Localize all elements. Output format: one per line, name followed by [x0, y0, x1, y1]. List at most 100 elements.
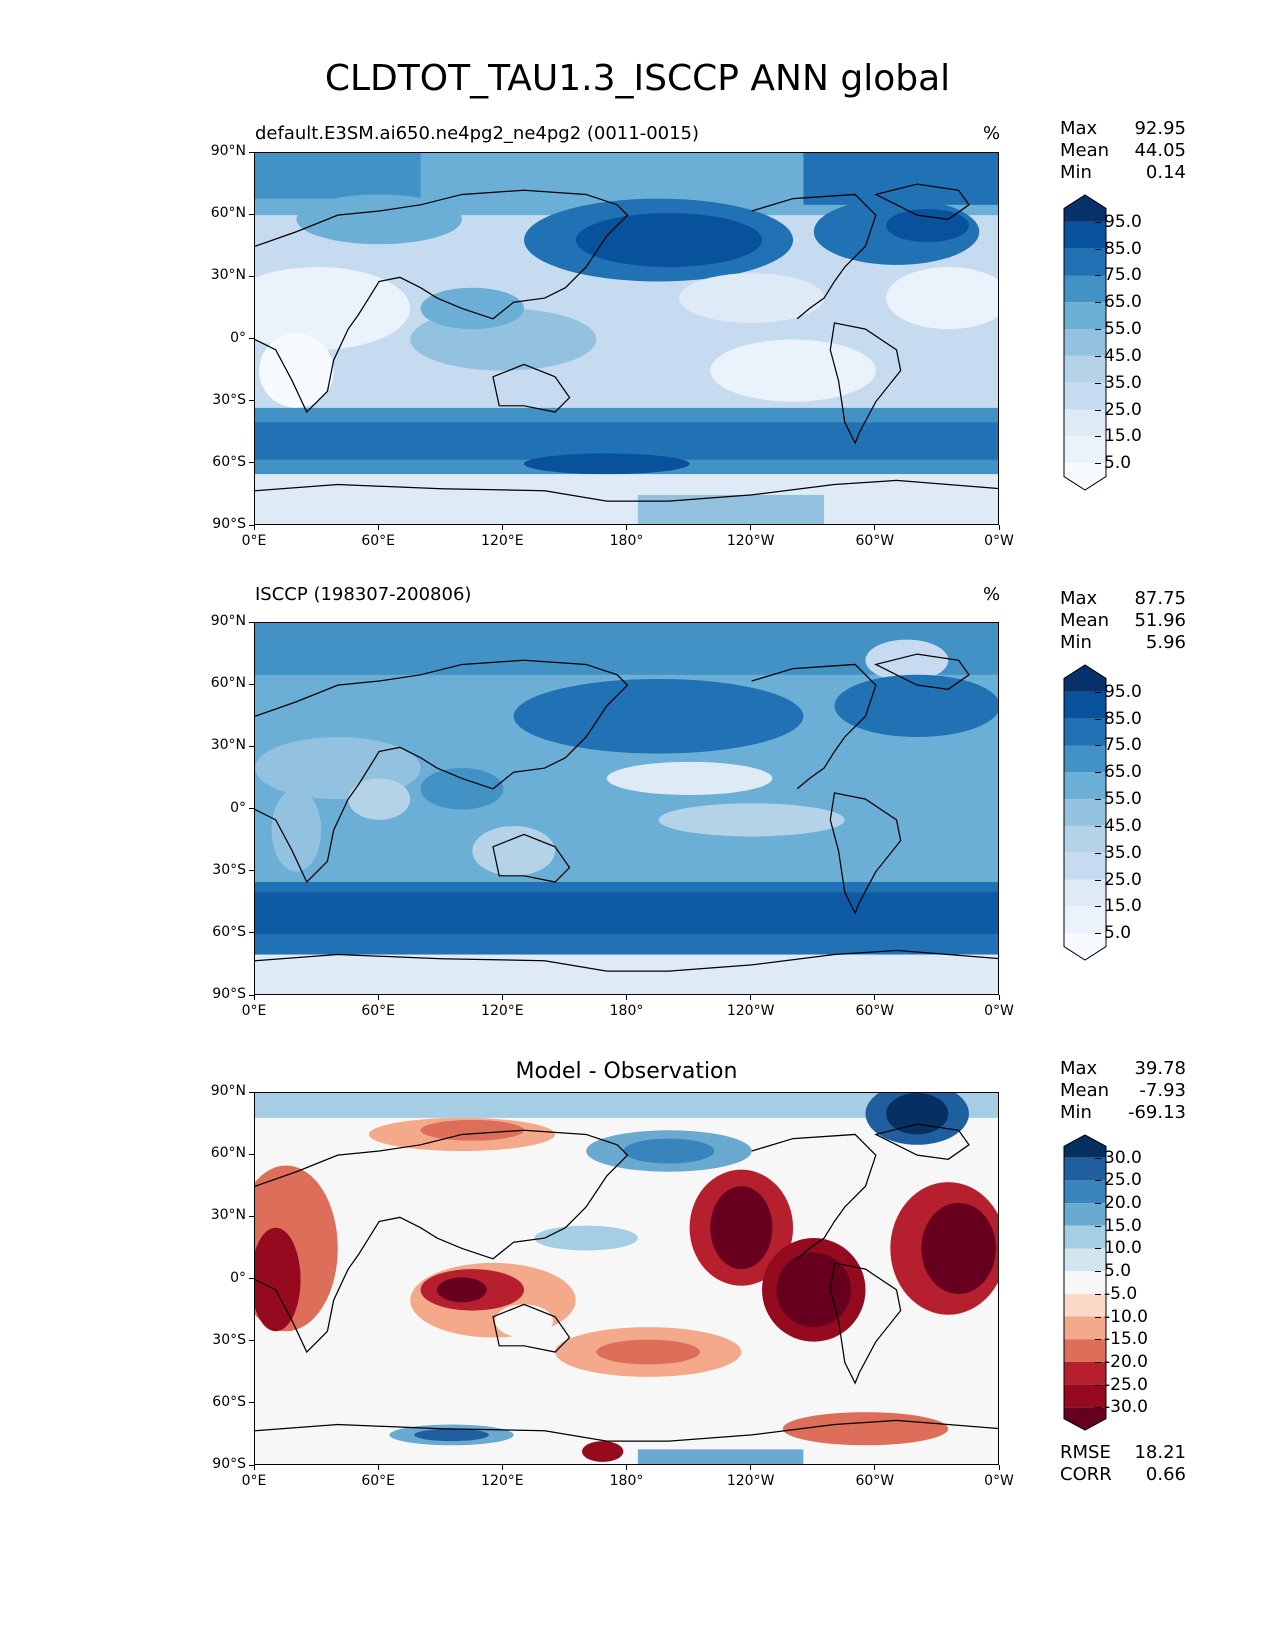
stat-value: 0.14 — [1145, 162, 1186, 183]
colorbar — [1063, 1134, 1107, 1431]
lat-tick-mark — [249, 621, 254, 623]
colorbar-tick — [1095, 1248, 1101, 1250]
colorbar-tick — [1095, 906, 1101, 908]
colorbar-segment — [1064, 852, 1106, 880]
panel-title: ISCCP (198307-200806) — [255, 584, 472, 605]
colorbar-tick — [1095, 745, 1101, 747]
lat-tick-label: 0° — [230, 1269, 246, 1286]
rmse-row: RMSE 18.21 — [1060, 1442, 1186, 1464]
corr-value: 0.66 — [1145, 1464, 1186, 1485]
colorbar-label: 55.0 — [1104, 789, 1142, 810]
colorbar-label: 85.0 — [1104, 708, 1142, 729]
colorbar-segment — [1064, 1293, 1106, 1317]
lat-tick-label: 90°S — [212, 516, 246, 532]
map-plot — [254, 622, 999, 995]
stat-value: -69.13 — [1127, 1102, 1186, 1123]
colorbar-tick — [1095, 302, 1101, 304]
lon-tick-label: 120°W — [726, 1003, 775, 1019]
lat-tick-mark — [249, 994, 254, 996]
colorbar-outline — [1063, 664, 1107, 961]
lat-tick-label: 90°N — [210, 143, 246, 159]
colorbar-tick — [1095, 221, 1101, 223]
colorbar-tick — [1095, 933, 1101, 935]
stat-label: Mean — [1060, 1080, 1110, 1101]
lon-tick-mark — [501, 995, 503, 1000]
stat-max: Max 87.75 — [1060, 588, 1186, 610]
stats-block: Max 87.75 Mean 51.96 Min 5.96 — [1060, 588, 1186, 654]
lat-tick-mark — [249, 338, 254, 339]
lat-tick-mark — [249, 1340, 254, 1342]
lat-tick-mark — [249, 1278, 254, 1279]
lon-tick-label: 60°W — [855, 533, 895, 549]
lon-tick-mark — [501, 1465, 503, 1470]
lat-tick-label: 0° — [230, 329, 246, 346]
stat-max: Max 39.78 — [1060, 1058, 1186, 1080]
colorbar-tick — [1095, 1316, 1101, 1318]
colorbar-tick — [1095, 879, 1101, 881]
lat-tick-mark — [249, 400, 254, 402]
colorbar-label: -10.0 — [1104, 1306, 1148, 1327]
lon-tick-mark — [377, 995, 379, 1000]
lon-tick-mark — [626, 525, 627, 530]
lon-tick-label: 60°E — [361, 1003, 395, 1019]
colorbar-segment — [1064, 745, 1106, 773]
lat-tick-mark — [249, 1215, 254, 1217]
stat-mean: Mean 51.96 — [1060, 610, 1186, 632]
lat-tick-label: 90°S — [212, 1456, 246, 1472]
stat-value: 39.78 — [1134, 1058, 1186, 1079]
colorbar-tick — [1095, 1180, 1101, 1182]
stat-value: 92.95 — [1134, 118, 1186, 139]
lon-tick-mark — [874, 995, 876, 1000]
colorbar-tick — [1095, 463, 1101, 465]
lon-tick-label: 180° — [609, 533, 644, 549]
stat-label: Min — [1060, 162, 1092, 183]
colorbar-segment — [1064, 436, 1106, 464]
colorbar-tick — [1095, 382, 1101, 384]
lon-tick-mark — [626, 995, 627, 1000]
lon-tick-label: 180° — [609, 1473, 644, 1489]
lon-tick-label: 120°E — [481, 1473, 524, 1489]
rmse-label: RMSE — [1060, 1442, 1111, 1463]
lon-tick-mark — [750, 995, 752, 1000]
panel-title: default.E3SM.ai650.ne4pg2_ne4pg2 (0011-0… — [255, 123, 700, 144]
colorbar-label: 65.0 — [1104, 762, 1142, 783]
colorbar-segment — [1064, 1248, 1106, 1272]
lon-tick-label: 60°W — [855, 1473, 895, 1489]
lat-tick-mark — [249, 870, 254, 872]
lat-tick-mark — [249, 1091, 254, 1093]
lon-tick-label: 0°E — [241, 533, 267, 549]
colorbar-label: 45.0 — [1104, 345, 1142, 366]
colorbar-label: 5.0 — [1104, 1261, 1132, 1282]
lat-tick-label: 30°S — [212, 861, 246, 878]
colorbar-segment — [1064, 329, 1106, 356]
colorbar-label: -15.0 — [1104, 1329, 1148, 1350]
lon-tick-mark — [377, 1465, 379, 1470]
colorbar — [1063, 194, 1107, 491]
lat-tick-mark — [249, 151, 254, 153]
units-label: % — [983, 584, 1001, 605]
colorbar-label: 45.0 — [1104, 815, 1142, 836]
lat-tick-label: 60°S — [212, 1393, 246, 1410]
stat-label: Mean — [1060, 140, 1110, 161]
colorbar-segment — [1064, 906, 1106, 934]
colorbar-segment — [1064, 1361, 1106, 1385]
stats-block: Max 92.95 Mean 44.05 Min 0.14 — [1060, 118, 1186, 184]
corr-label: CORR — [1060, 1464, 1112, 1485]
stat-mean: Mean -7.93 — [1060, 1080, 1186, 1102]
lon-tick-label: 120°W — [726, 1473, 775, 1489]
colorbar-tick — [1095, 1384, 1101, 1386]
colorbar-segment — [1064, 1157, 1106, 1181]
stat-label: Min — [1060, 1102, 1092, 1123]
colorbar-segment — [1064, 1407, 1106, 1430]
lon-tick-mark — [377, 525, 379, 530]
colorbar-tick — [1095, 409, 1101, 411]
lat-tick-mark — [249, 683, 254, 685]
colorbar-segment — [1064, 772, 1106, 800]
corr-row: CORR 0.66 — [1060, 1464, 1186, 1486]
colorbar — [1063, 664, 1107, 961]
colorbar-segment — [1064, 275, 1106, 303]
colorbar-tick — [1095, 1339, 1101, 1341]
colorbar-label: 25.0 — [1104, 1170, 1142, 1191]
lat-tick-mark — [249, 462, 254, 464]
colorbar-segment — [1064, 382, 1106, 410]
